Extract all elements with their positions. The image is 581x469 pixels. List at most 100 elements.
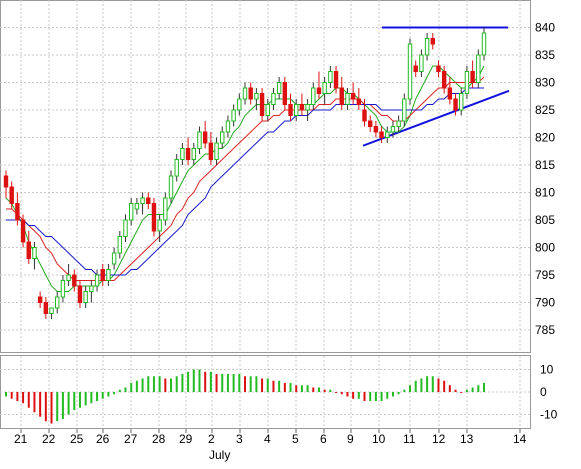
candle-body xyxy=(362,109,367,122)
oscillator-bar xyxy=(249,376,252,392)
candle xyxy=(20,214,26,248)
candle-body xyxy=(208,142,214,160)
candle-body xyxy=(299,104,305,111)
candle-body xyxy=(225,120,231,133)
oscillator-bar xyxy=(295,385,298,392)
candle-body xyxy=(345,93,350,105)
candle xyxy=(345,88,350,110)
price-panel-frame xyxy=(0,0,531,353)
candle-body xyxy=(163,197,168,221)
oscillator-bar xyxy=(431,376,434,392)
date-axis: 21 22 25 26 27 28 29 2 3 4 5 6 9 10 11 12 13 14 xyxy=(14,429,527,446)
oscillator-bar xyxy=(363,392,366,401)
oscillator-bar xyxy=(96,392,99,401)
candle xyxy=(339,77,344,110)
price-tick-label: 795 xyxy=(535,268,555,282)
candle xyxy=(470,60,475,88)
oscillator-bar xyxy=(272,380,275,392)
date-tick-label: 11 xyxy=(403,432,416,446)
candle-body xyxy=(333,71,339,89)
candle-body xyxy=(134,203,140,210)
oscillator-bar xyxy=(141,378,144,392)
candle-body xyxy=(220,131,225,144)
date-tick-label: 2 xyxy=(208,432,215,446)
candle xyxy=(367,115,373,132)
candle xyxy=(89,280,94,303)
candle-body xyxy=(453,98,458,111)
candle xyxy=(94,269,100,292)
candle-body xyxy=(459,93,464,111)
oscillator-bar xyxy=(357,392,360,399)
candle xyxy=(168,170,174,204)
price-tick-label: 810 xyxy=(535,186,555,200)
oscillator-bar xyxy=(426,376,429,392)
candle-body xyxy=(322,82,327,94)
price-tick-label: 830 xyxy=(535,76,555,90)
price-tick-label: 820 xyxy=(535,131,555,145)
candle-body xyxy=(242,87,248,100)
candle-body xyxy=(265,104,270,116)
oscillator-bar xyxy=(16,392,19,401)
candle xyxy=(379,126,384,143)
oscillator-bar xyxy=(181,374,184,392)
candle-body xyxy=(294,104,299,116)
candle-body xyxy=(447,87,453,100)
candle xyxy=(174,154,179,182)
date-tick-label: 6 xyxy=(320,432,327,446)
oscillator-bar xyxy=(152,376,155,392)
candle xyxy=(390,121,396,138)
candle-body xyxy=(157,219,162,232)
candle-body xyxy=(419,54,424,72)
osc-tick-label: -10 xyxy=(540,408,558,422)
candle xyxy=(436,60,441,77)
candle-body xyxy=(55,296,60,309)
candle-body xyxy=(49,307,54,314)
candle xyxy=(146,192,151,209)
candle xyxy=(191,143,196,165)
oscillator-bar xyxy=(198,369,201,392)
candle xyxy=(328,66,333,88)
oscillator-bar xyxy=(289,383,292,392)
candle xyxy=(322,77,327,105)
candle xyxy=(294,99,299,121)
oscillator-bar xyxy=(306,385,309,392)
oscillator-bar xyxy=(204,371,207,392)
candle xyxy=(208,132,214,165)
candle xyxy=(83,286,88,308)
price-tick-label: 840 xyxy=(535,21,555,35)
candle-body xyxy=(476,54,481,83)
candle xyxy=(60,275,66,303)
oscillator-bar xyxy=(420,378,423,392)
candle xyxy=(140,192,145,215)
candle-body xyxy=(311,87,316,105)
price-tick-label: 815 xyxy=(535,158,555,172)
oscillator-bar xyxy=(471,387,474,392)
candle xyxy=(396,115,401,132)
candle-body xyxy=(94,274,100,287)
candle-body xyxy=(3,175,9,188)
oscillator-bar xyxy=(5,392,7,397)
oscillator-bar xyxy=(335,392,338,393)
date-tick-label: 13 xyxy=(460,432,474,446)
oscillator-bar xyxy=(10,392,13,399)
candlesticks xyxy=(3,27,487,319)
candle-body xyxy=(316,87,322,94)
oscillator-bar xyxy=(209,371,212,392)
candle xyxy=(106,264,111,286)
candle xyxy=(15,192,20,226)
candle xyxy=(134,198,140,215)
candle xyxy=(202,121,208,149)
candle-body xyxy=(37,296,43,303)
oscillator-bar xyxy=(67,392,70,415)
oscillator-bar xyxy=(329,389,332,392)
candle-body xyxy=(436,65,441,72)
oscillator-bar xyxy=(27,392,30,408)
oscillator-bar xyxy=(346,392,349,397)
candle-body xyxy=(32,247,37,259)
candle-body xyxy=(248,87,253,100)
date-tick-label: 9 xyxy=(347,432,354,446)
oscillator-bar xyxy=(300,385,303,392)
candle xyxy=(117,231,123,259)
oscillator-bar xyxy=(164,378,167,392)
